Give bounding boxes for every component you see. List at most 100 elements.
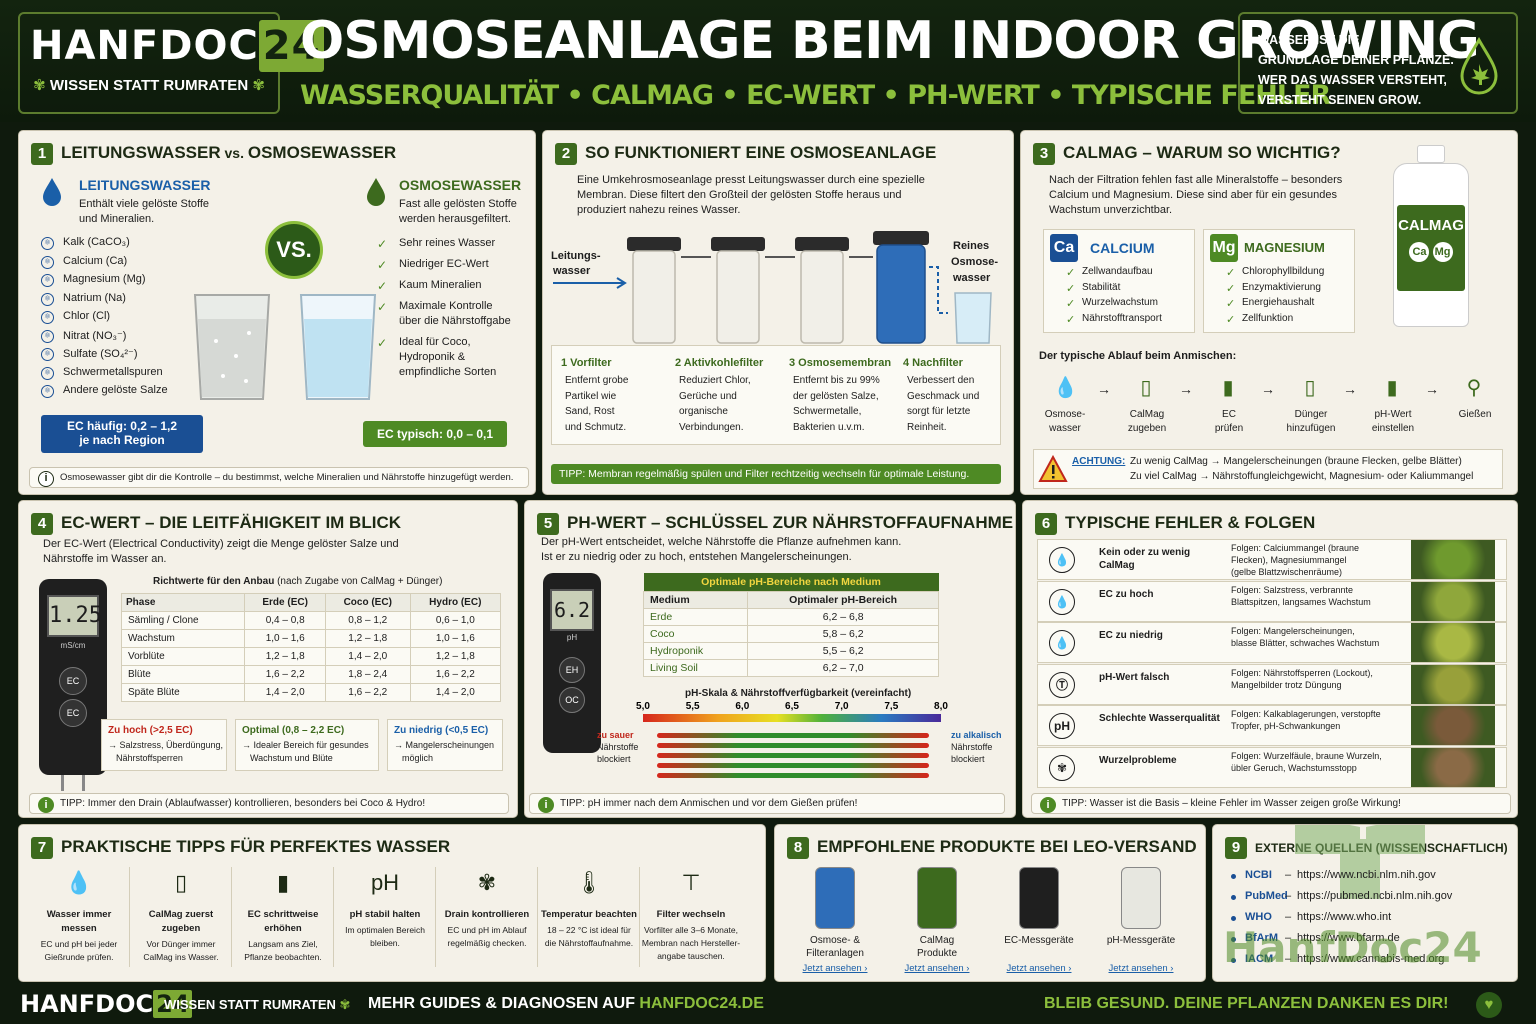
step-heading: 1 Vorfilter xyxy=(561,357,612,369)
bottle-icon: ▯ xyxy=(1140,377,1152,399)
tip-desc: CalMag ins Wasser. xyxy=(143,952,219,962)
mistake-consequence: übler Geruch, Wachstumsstopp xyxy=(1231,762,1357,773)
table-cell: 1,0 – 1,6 xyxy=(409,629,502,648)
mistake-photo xyxy=(1411,540,1495,579)
ec-meter-unit: mS/cm xyxy=(60,641,86,650)
ph-meter-unit: pH xyxy=(566,633,578,642)
nutrient-availability-band xyxy=(657,733,929,738)
footer-slogan-text: WISSEN STATT RUMRATEN xyxy=(164,997,336,1012)
brand-slogan: WISSEN STATT RUMRATEN xyxy=(49,77,249,94)
section-number: 1 xyxy=(31,143,53,165)
mistake-label: Kein oder zu wenig xyxy=(1099,547,1191,558)
tap-contents-item: Chlor (Cl) xyxy=(63,310,111,322)
source-url[interactable]: https://www.ncbi.nlm.nih.gov xyxy=(1297,869,1436,881)
intro-line: Nährstoffe im Wasser an. xyxy=(43,553,167,565)
ph-meter-button[interactable]: OC xyxy=(559,687,585,713)
panel-ph: 5 PH-WERT – SCHLÜSSEL ZUR NÄHRSTOFFAUFNAH… xyxy=(524,500,1016,818)
arrow-icon: → xyxy=(1425,381,1439,397)
blue-drop-icon xyxy=(43,178,61,206)
product-link[interactable]: Jetzt ansehen › xyxy=(802,963,868,974)
footer-link[interactable]: HANFDOC24.DE xyxy=(639,995,764,1012)
ph-meter-button[interactable]: EH xyxy=(559,657,585,683)
ec-low-heading: Zu niedrig (<0,5 EC) xyxy=(394,725,489,736)
ec-meter-icon xyxy=(1019,867,1059,929)
tap-desc: und Mineralien. xyxy=(79,213,155,225)
molecule-icon: ⚛ xyxy=(41,237,54,250)
table-header-cell: Hydro (EC) xyxy=(409,593,502,612)
alkaline-label: Nährstoffe xyxy=(951,742,993,752)
flow-step-label: Gießen xyxy=(1458,409,1492,420)
brand-logo[interactable]: HANFDOC 24 ✾ WISSEN STATT RUMRATEN ✾ xyxy=(18,12,325,114)
ec-meter-button[interactable]: EC xyxy=(59,699,87,727)
tip-desc: Pflanze beobachten. xyxy=(244,952,322,962)
bullet-icon xyxy=(1231,937,1236,942)
panel-ec: 4 EC-WERT – DIE LEITFÄHIGKEIT IM BLICK De… xyxy=(18,500,518,818)
molecule-icon: ⚛ xyxy=(41,292,54,306)
mistake-consequence: (gelbe Blattzwischenräume) xyxy=(1231,567,1343,577)
table-header-cell: Phase xyxy=(120,593,246,612)
alkaline-label: blockiert xyxy=(951,754,985,764)
intro-line: Calcium und Magnesium. Diese sind aber f… xyxy=(1049,189,1337,201)
ro-water-glass xyxy=(299,294,377,400)
table-cell: 1,6 – 2,2 xyxy=(244,665,326,684)
source-url[interactable]: https://www.cannabis-med.org xyxy=(1297,953,1445,965)
ec-table: Phase Erde (EC) Coco (EC) Hydro (EC) Sämling… xyxy=(120,593,502,702)
flow-step-label: Dünger xyxy=(1294,409,1328,420)
quote-line: WER DAS WASSER VERSTEHT, xyxy=(1258,73,1447,87)
ca-benefit-item: Zellwandaufbau xyxy=(1082,266,1153,277)
title-part: LEITUNGSWASSER xyxy=(61,143,221,162)
title-text: EMPFOHLENE PRODUKTE BEI LEO-VERSAND xyxy=(817,837,1197,856)
magnesium-name: MAGNESIUM xyxy=(1244,240,1325,255)
tap-heading: LEITUNGSWASSER xyxy=(79,177,211,193)
table-cell: Sämling / Clone xyxy=(120,611,246,630)
arrow-icon: → xyxy=(1179,381,1193,397)
footer-slogan: WISSEN STATT RUMRATEN ✾ xyxy=(164,997,350,1013)
step-desc: Verbessert den xyxy=(907,375,975,386)
tip-desc: EC und pH bei jeder xyxy=(40,939,118,949)
table-title-note: (nach Zugabe von CalMag + Dünger) xyxy=(274,576,443,587)
table-row: Vorblüte 1,2 – 1,8 1,4 – 2,0 1,2 – 1,8 xyxy=(120,647,502,666)
mg-benefit-item: Chlorophyllbildung xyxy=(1242,266,1325,277)
table-cell: 6,2 – 7,0 xyxy=(747,659,939,677)
flow-step-label: einstellen xyxy=(1371,423,1415,434)
mistake-consequence: Tropfer, pH-Schwankungen xyxy=(1231,721,1341,731)
table-row: Wachstum 1,0 – 1,6 1,2 – 1,8 1,0 – 1,6 xyxy=(120,629,502,648)
info-icon: i xyxy=(1040,797,1056,813)
tip-desc: bleiben. xyxy=(370,938,400,948)
mistake-consequence: Folgen: Calciummangel (braune xyxy=(1231,543,1360,553)
mistake-consequence: blasse Blätter, schwaches Wachstum xyxy=(1231,638,1380,648)
info-icon: i xyxy=(38,797,54,813)
footer: HANFDOC 24 WISSEN STATT RUMRATEN ✾ MEHR G… xyxy=(0,986,1536,1024)
check-icon: ✓ xyxy=(1226,267,1236,279)
bottle-icon: ▯ xyxy=(174,870,188,895)
source-name: PubMed xyxy=(1245,890,1288,902)
table-header-cell: Erde (EC) xyxy=(244,593,326,612)
table-cell: 0,4 – 0,8 xyxy=(244,611,326,630)
leaf-icon: ✾ xyxy=(339,997,351,1012)
title-text: TYPISCHE FEHLER & FOLGEN xyxy=(1065,513,1316,532)
green-drop-icon xyxy=(367,178,385,206)
ro-system-icon xyxy=(815,867,855,929)
mistake-consequence: Folgen: Mangelerscheinungen, xyxy=(1231,626,1355,636)
source-url[interactable]: https://www.who.int xyxy=(1297,911,1392,923)
molecule-icon: ⚛ xyxy=(41,366,54,380)
footer-logo[interactable]: HANFDOC 24 xyxy=(20,990,193,1018)
table-cell: 1,6 – 2,2 xyxy=(324,683,411,702)
ec-high-line: → Salzstress, Überdüngung, xyxy=(108,740,224,750)
ph-meter: 6.2 pH EH OC xyxy=(543,573,601,753)
mistake-label: Schlechte Wasserqualität xyxy=(1099,713,1220,724)
ec-meter-button[interactable]: EC xyxy=(59,667,87,695)
product-link[interactable]: Jetzt ansehen › xyxy=(904,963,970,974)
warning-box: ACHTUNG: Zu wenig CalMag → Mangelerschei… xyxy=(1033,449,1503,489)
ca-benefit-item: Nährstofftransport xyxy=(1082,312,1162,324)
panel-title: 3 CALMAG – WARUM SO WICHTIG? xyxy=(1033,143,1341,165)
source-url[interactable]: https://www.bfarm.de xyxy=(1297,932,1400,944)
source-url[interactable]: https://pubmed.ncbi.nlm.nih.gov xyxy=(1297,890,1453,902)
product-link[interactable]: Jetzt ansehen › xyxy=(1108,963,1174,974)
step-desc: organische xyxy=(679,406,728,417)
step-desc: der gelösten Salze, xyxy=(793,390,879,402)
ph-meter-icon: ▮ xyxy=(1386,377,1398,399)
product-link[interactable]: Jetzt ansehen › xyxy=(1006,963,1072,974)
molecule-icon: ⚛ xyxy=(41,385,54,398)
ro-benefit-item: Kaum Mineralien xyxy=(399,279,482,291)
